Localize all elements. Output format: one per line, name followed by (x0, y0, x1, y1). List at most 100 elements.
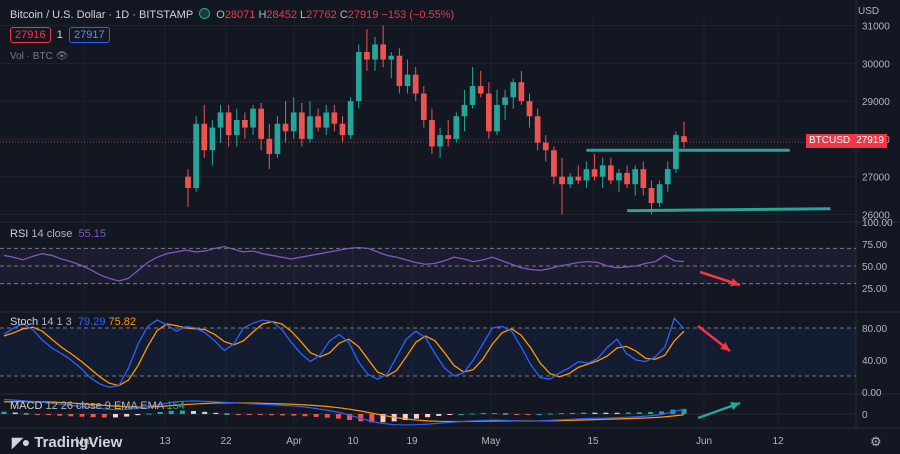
close-value: 27919 (347, 9, 379, 21)
price-tick-label: 26000 (862, 210, 890, 221)
macd-histogram-bar (402, 414, 408, 421)
macd-signal-line (3, 400, 685, 423)
candle-body (656, 184, 663, 204)
price-label-value: 27919 (856, 135, 884, 146)
candle-body (567, 176, 574, 185)
candle-body (347, 101, 354, 136)
macd-histogram-bar (57, 414, 63, 416)
candle-body (559, 176, 565, 185)
macd-histogram-bar (269, 414, 275, 416)
candle-body (412, 74, 419, 94)
macd-histogram-bar (324, 414, 330, 418)
rsi-value: 55.15 (78, 228, 107, 240)
tradingview-wordmark: TradingView (34, 434, 123, 451)
candle-body (591, 169, 598, 177)
macd-histogram-bar (603, 412, 609, 414)
x-tick-label: 12 (772, 436, 784, 447)
candle-body (469, 86, 476, 105)
macd-histogram-bar (213, 412, 219, 414)
macd-params: 12 26 close 9 EMA EMA (45, 400, 164, 412)
rsi-tick-label: 50.00 (862, 262, 887, 273)
chart-header: Bitcoin / U.S. Dollar · 1D · BITSTAMP O2… (10, 8, 454, 21)
axis-currency[interactable]: USD (858, 6, 880, 17)
candle-body (201, 123, 208, 151)
candle-body (510, 82, 517, 98)
macd-histogram-bar (46, 414, 52, 416)
open-value: 28071 (224, 9, 256, 21)
macd-histogram-bar (313, 414, 319, 417)
macd-histogram-bar (79, 414, 85, 417)
candle-body (461, 104, 468, 117)
candle-body (542, 142, 549, 151)
macd-histogram-bar (380, 414, 386, 423)
candle-body (225, 112, 232, 136)
rsi-tick-label: 25.00 (862, 284, 887, 295)
x-tick-label: Jun (696, 436, 712, 447)
stoch-tick-label: 80.00 (862, 324, 887, 335)
candle-body (437, 135, 443, 147)
candle-body (307, 116, 313, 139)
bid-ask-row: 27916 1 27917 (10, 27, 110, 43)
candle-body (258, 108, 265, 139)
high-label: H (258, 9, 267, 21)
macd-tick-label: 0 (862, 410, 868, 421)
candle-body (242, 120, 248, 128)
macd-histogram-bar (202, 411, 208, 414)
candle-body (274, 123, 281, 154)
macd-histogram-bar (648, 411, 654, 414)
macd-histogram-bar (413, 414, 419, 419)
macd-histogram-bar (68, 414, 74, 417)
close-label: C (339, 9, 348, 21)
candle-body (616, 172, 622, 181)
macd-value: 154 (166, 400, 185, 412)
tradingview-mark-icon: ◤● (12, 434, 30, 450)
macd-histogram-bar (681, 408, 687, 414)
candle-body (209, 127, 216, 151)
tradingview-logo[interactable]: ◤● TradingView (12, 434, 122, 451)
macd-histogram-bar (135, 414, 141, 416)
candle-body (632, 169, 639, 185)
stoch-tick-label: 0.00 (862, 388, 882, 399)
macd-histogram-bar (547, 413, 553, 415)
macd-up-arrow-head (730, 401, 740, 411)
candle-body (551, 150, 557, 177)
candle-body (420, 93, 427, 120)
macd-histogram-bar (191, 410, 197, 414)
symbol-title[interactable]: Bitcoin / U.S. Dollar · 1D · BITSTAMP (10, 9, 193, 21)
candle-body (380, 44, 386, 60)
macd-histogram-bar (636, 412, 642, 414)
candle-body (364, 52, 370, 60)
macd-histogram-bar (358, 414, 364, 422)
candle-body (583, 169, 590, 181)
eye-hidden-icon[interactable]: 👁 (55, 51, 69, 62)
stoch-legend[interactable]: Stoch 14 1 3 79.29 75.82 (10, 316, 136, 328)
candle-body (445, 135, 452, 139)
x-tick-label: 15 (587, 436, 599, 447)
macd-histogram-bar (659, 411, 665, 414)
low-value: 27762 (306, 9, 337, 21)
macd-histogram-bar (224, 413, 230, 415)
last-price-label: BTCUSD 27919 (806, 134, 887, 148)
market-open-icon (199, 8, 211, 19)
macd-histogram-bar (614, 412, 620, 414)
candle-body (217, 112, 224, 128)
buy-button[interactable]: 27917 (68, 27, 110, 43)
macd-histogram-bar (447, 414, 453, 415)
rsi-line (3, 245, 685, 282)
rsi-tick-label: 100.00 (862, 218, 893, 229)
x-tick-label: 10 (347, 436, 359, 447)
candle-body (640, 169, 647, 188)
sell-button[interactable]: 27916 (10, 27, 51, 43)
candle-body (315, 116, 321, 128)
volume-legend: Vol · BTC 👁 (10, 51, 68, 62)
candle-body (355, 52, 362, 102)
macd-legend[interactable]: MACD 12 26 close 9 EMA EMA 154 (10, 400, 185, 412)
gear-icon[interactable]: ⚙ (870, 434, 882, 449)
rsi-legend[interactable]: RSI 14 close 55.15 (10, 228, 106, 240)
candle-body (298, 112, 305, 139)
candle-body (372, 44, 378, 60)
stoch-down-arrow-head (720, 342, 730, 351)
macd-histogram-bar (23, 413, 29, 415)
macd-histogram-bar (12, 412, 18, 414)
